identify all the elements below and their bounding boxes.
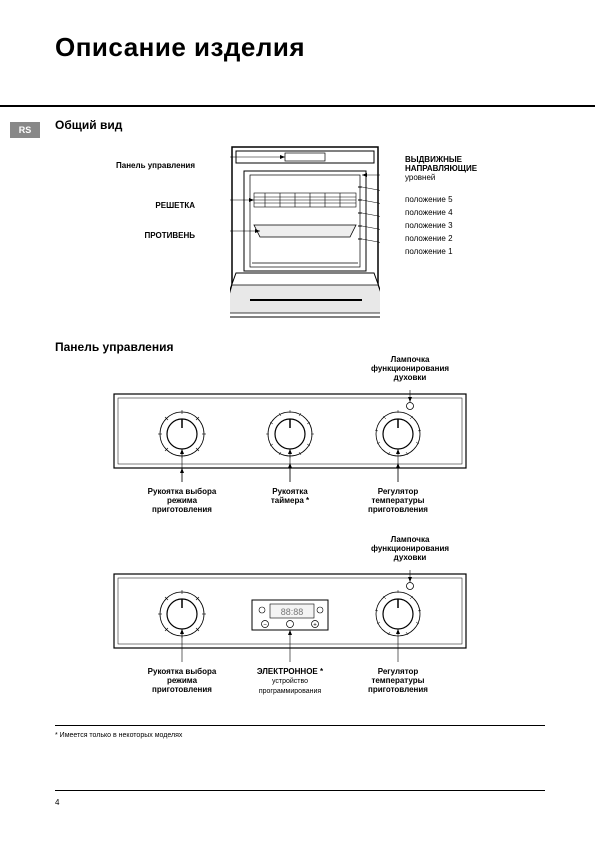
svg-text:−: − [263, 623, 267, 629]
label-knob1-2: Рукоятка выборарежимаприготовления [132, 667, 232, 695]
svg-text:88:88: 88:88 [281, 607, 304, 617]
horizontal-rule [0, 105, 595, 107]
section-heading-panel: Панель управления [55, 340, 173, 354]
oven-diagram: Панель управления РЕШЕТКА ПРОТИВЕНЬ ВЫДВ… [55, 145, 545, 330]
label-knob2: Рукояткатаймера * [240, 487, 340, 505]
label-knob1: Рукоятка выборарежимаприготовления [132, 487, 232, 515]
page-number: 4 [55, 798, 59, 807]
oven-illustration [230, 145, 380, 325]
label-knob3: Регулятортемпературыприготовления [348, 487, 448, 515]
label-lamp-2: Лампочкафункционированиядуховки [350, 535, 470, 563]
page-title: Описание изделия [55, 32, 305, 63]
label-electronic: ЭЛЕКТРОННОЕ * устройствопрограммирования [240, 667, 340, 696]
svg-text:+: + [313, 623, 317, 629]
label-pos3: положение 3 [405, 221, 545, 230]
panel2-illustration: 88:88 − + [110, 570, 470, 665]
label-pos1: положение 1 [405, 247, 545, 256]
control-panel-variant-2: Лампочкафункционированиядуховки [110, 535, 470, 670]
footnote: * Имеется только в некоторых моделях [55, 732, 182, 739]
label-control-panel: Панель управления [55, 161, 195, 170]
control-panel-variant-1: Лампочкафункционированиядуховки [110, 355, 470, 490]
panel1-illustration [110, 390, 470, 485]
label-tray: ПРОТИВЕНЬ [55, 231, 195, 240]
divider [55, 725, 545, 726]
section-heading-overview: Общий вид [55, 118, 122, 132]
label-knob3-2: Регулятортемпературыприготовления [348, 667, 448, 695]
label-guides: ВЫДВИЖНЫЕ НАПРАВЛЯЮЩИЕ уровней [405, 155, 545, 182]
footer-rule [55, 790, 545, 791]
label-pos5: положение 5 [405, 195, 545, 204]
label-lamp: Лампочкафункционированиядуховки [350, 355, 470, 383]
label-grille: РЕШЕТКА [55, 201, 195, 210]
label-pos4: положение 4 [405, 208, 545, 217]
label-pos2: положение 2 [405, 234, 545, 243]
language-tab: RS [10, 122, 40, 138]
